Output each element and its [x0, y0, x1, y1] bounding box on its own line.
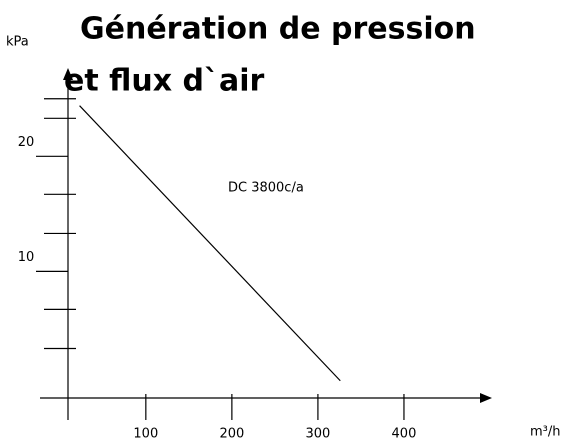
- y-axis-arrow: [63, 68, 73, 80]
- chart-title: et flux d`air: [64, 64, 265, 99]
- y-axis-label: kPa: [6, 35, 29, 50]
- chart-title: Génération de pression: [80, 12, 476, 47]
- x-axis-arrow: [480, 393, 492, 403]
- y-tick-label: 10: [18, 250, 35, 265]
- y-tick-label: 20: [18, 135, 35, 150]
- x-tick-label: 300: [306, 427, 331, 442]
- annotation: DC 3800c/a: [228, 181, 304, 196]
- x-axis-label: m³/h: [530, 425, 561, 440]
- data-line: [79, 105, 341, 382]
- x-tick-label: 400: [392, 427, 417, 442]
- x-tick-label: 200: [219, 427, 244, 442]
- x-tick-label: 100: [133, 427, 158, 442]
